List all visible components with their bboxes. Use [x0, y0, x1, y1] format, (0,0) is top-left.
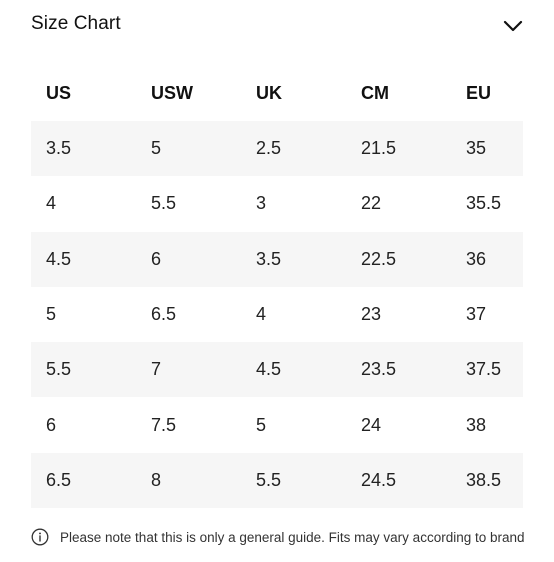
cell-eu: 38 [466, 414, 487, 435]
column-header-us: US [46, 83, 72, 103]
size-table: US USW UK CM EU 3.5 5 2.5 21.5 35 4 5.5 … [31, 66, 523, 509]
cell-cm: 24 [361, 414, 382, 435]
cell-cm: 22 [361, 193, 382, 214]
size-chart-title: Size Chart [31, 13, 121, 34]
cell-eu: 37.5 [466, 359, 502, 380]
chevron-down-icon[interactable] [500, 13, 526, 39]
cell-eu: 37 [466, 304, 487, 325]
table-row: 3.5 5 2.5 21.5 35 [31, 121, 523, 177]
column-header-eu: EU [466, 83, 492, 103]
disclaimer-text: Please note that this is only a general … [60, 529, 525, 545]
info-icon [31, 528, 49, 546]
table-header-row: US USW UK CM EU [31, 66, 523, 121]
cell-cm: 24.5 [361, 469, 397, 490]
cell-usw: 6.5 [151, 304, 177, 325]
cell-uk: 4.5 [256, 359, 282, 380]
cell-us: 6.5 [46, 469, 72, 490]
cell-cm: 21.5 [361, 138, 397, 159]
table-row: 5 6.5 4 23 37 [31, 287, 523, 342]
cell-us: 4.5 [46, 248, 72, 269]
cell-eu: 38.5 [466, 469, 502, 490]
cell-usw: 8 [151, 469, 162, 490]
cell-us: 6 [46, 414, 57, 435]
cell-usw: 7.5 [151, 414, 177, 435]
column-header-uk: UK [256, 83, 282, 103]
cell-eu: 36 [466, 248, 487, 269]
table-row: 4.5 6 3.5 22.5 36 [31, 231, 523, 287]
cell-usw: 7 [151, 359, 162, 380]
table-row: 4 5.5 3 22 35.5 [31, 176, 523, 231]
cell-us: 3.5 [46, 138, 72, 159]
table-row: 5.5 7 4.5 23.5 37.5 [31, 342, 523, 398]
cell-us: 5.5 [46, 359, 72, 380]
fit-disclaimer: Please note that this is only a general … [31, 526, 531, 548]
cell-us: 5 [46, 304, 57, 325]
table-row: 6 7.5 5 24 38 [31, 397, 523, 452]
cell-usw: 6 [151, 248, 162, 269]
cell-cm: 23.5 [361, 359, 397, 380]
size-chart-header[interactable]: Size Chart [0, 0, 554, 52]
cell-uk: 3.5 [256, 248, 282, 269]
cell-uk: 2.5 [256, 138, 282, 159]
cell-eu: 35 [466, 138, 487, 159]
cell-usw: 5 [151, 138, 162, 159]
cell-uk: 3 [256, 193, 267, 214]
column-header-cm: CM [361, 83, 389, 103]
cell-cm: 23 [361, 304, 382, 325]
table-row: 6.5 8 5.5 24.5 38.5 [31, 452, 523, 509]
cell-cm: 22.5 [361, 248, 397, 269]
cell-uk: 4 [256, 304, 267, 325]
cell-usw: 5.5 [151, 193, 177, 214]
cell-uk: 5 [256, 414, 267, 435]
cell-uk: 5.5 [256, 469, 282, 490]
cell-eu: 35.5 [466, 193, 502, 214]
cell-us: 4 [46, 193, 57, 214]
column-header-usw: USW [151, 83, 193, 103]
